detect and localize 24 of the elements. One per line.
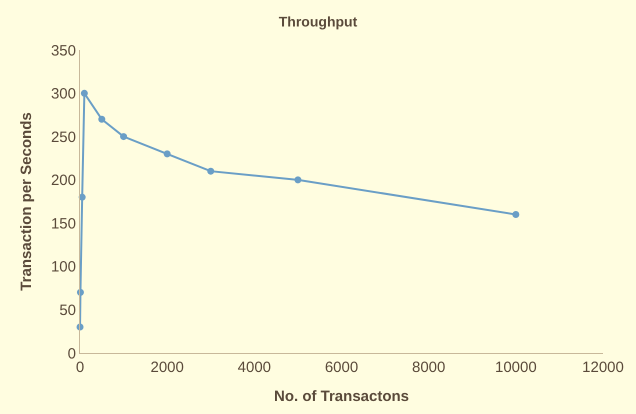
x-tick-label: 12000 [582,359,624,376]
y-tick-label: 0 [68,345,76,362]
y-tick-label: 250 [50,128,76,146]
point [98,116,106,123]
point [294,176,302,184]
y-tick-label: 300 [50,86,76,103]
y-tick-label: 50 [59,302,76,319]
y-tick-label: 150 [50,215,76,232]
x-tick-label: 6000 [324,359,358,376]
point [120,133,128,140]
x-tick-label: 10000 [494,359,537,376]
point [207,168,214,175]
y-axis-title: Transaction per Seconds [18,112,36,291]
x-tick-label: 2000 [150,359,184,376]
x-tick-label: 8000 [412,359,446,376]
chart-title: Throughput [278,13,358,30]
point [512,210,520,218]
y-tick-label: 350 [50,42,76,60]
point [164,150,171,158]
x-tick-label: 4000 [238,359,272,376]
y-tick-label: 100 [50,258,76,276]
point [80,90,88,97]
y-tick-label: 200 [50,172,76,190]
x-axis-title: No. of Transactons [274,388,410,405]
